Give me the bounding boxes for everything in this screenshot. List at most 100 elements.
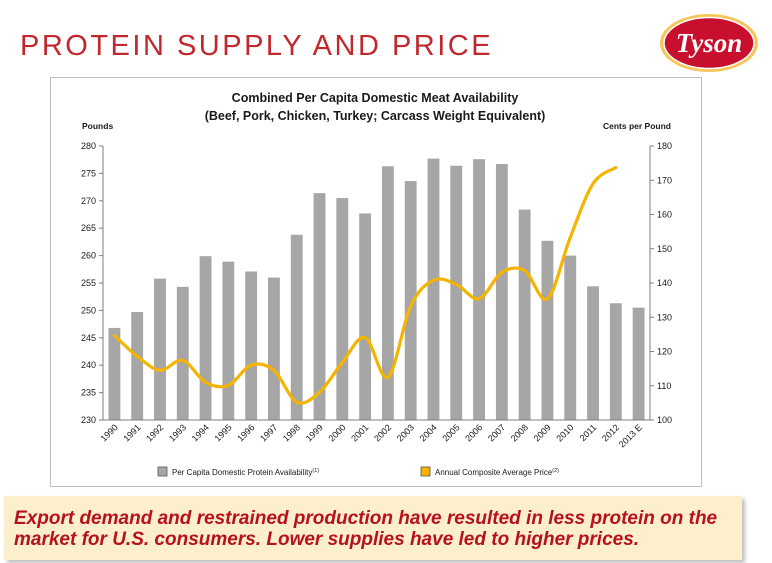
legend-bar-label: Per Capita Domestic Protein Availability… xyxy=(172,468,319,477)
x-tick-label: 2008 xyxy=(509,422,530,443)
bar xyxy=(564,255,577,420)
x-tick-label: 2010 xyxy=(554,422,575,443)
left-tick-label: 230 xyxy=(81,415,96,425)
price-point xyxy=(614,166,618,169)
left-tick-label: 240 xyxy=(81,360,96,370)
bar-series xyxy=(108,158,645,420)
bar xyxy=(450,165,463,420)
left-tick-label: 250 xyxy=(81,305,96,315)
x-tick-label: 2002 xyxy=(372,422,393,443)
x-tick-label: 1998 xyxy=(281,422,302,443)
bar xyxy=(587,286,599,420)
right-tick-label: 180 xyxy=(657,141,672,151)
left-tick-label: 280 xyxy=(81,141,96,151)
bar xyxy=(381,166,394,420)
bar xyxy=(199,256,212,420)
legend-line-swatch xyxy=(420,466,431,477)
price-point xyxy=(295,400,298,404)
price-point xyxy=(409,304,412,308)
bar xyxy=(290,234,303,420)
slide-title: PROTEIN SUPPLY AND PRICE xyxy=(20,30,494,62)
price-point xyxy=(204,381,207,384)
bar xyxy=(495,164,508,420)
price-point xyxy=(591,182,595,185)
logo-text: Tyson xyxy=(676,28,743,58)
right-tick-label: 110 xyxy=(657,381,671,391)
bar xyxy=(268,277,280,420)
x-tick-label: 2009 xyxy=(532,422,553,443)
bar xyxy=(313,193,326,420)
left-tick-label: 245 xyxy=(81,333,96,343)
chart-subtitle: (Beef, Pork, Chicken, Turkey; Carcass We… xyxy=(205,109,546,123)
left-tick-label: 255 xyxy=(81,278,96,288)
price-point xyxy=(113,334,116,337)
legend: Per Capita Domestic Protein Availability… xyxy=(157,466,559,477)
bar xyxy=(427,158,440,420)
left-tick-label: 265 xyxy=(81,223,96,233)
bar xyxy=(336,198,349,420)
bar xyxy=(473,159,485,420)
tyson-logo: Tyson xyxy=(660,14,758,72)
left-tick-label: 260 xyxy=(81,251,96,261)
right-tick-label: 130 xyxy=(657,312,672,322)
bar xyxy=(131,312,144,420)
legend-line-label: Annual Composite Average Price(2) xyxy=(435,468,559,477)
right-tick-label: 100 xyxy=(657,415,672,425)
price-point xyxy=(272,369,276,372)
price-point xyxy=(386,375,390,379)
bar xyxy=(609,303,622,420)
x-tick-label: 1994 xyxy=(190,422,211,443)
x-tick-label: 1993 xyxy=(167,422,188,443)
left-tick-label: 270 xyxy=(81,196,96,206)
callout-box: Export demand and restrained production … xyxy=(4,496,742,560)
price-point xyxy=(341,361,344,364)
price-point xyxy=(546,297,549,300)
x-axis: 1990 1991 1992 1993 1994 1995 1996 1997 1998 1999… xyxy=(99,419,650,450)
price-point xyxy=(227,384,230,387)
price-point xyxy=(569,236,572,239)
price-point xyxy=(477,297,481,300)
price-point xyxy=(455,283,458,286)
bar xyxy=(222,261,235,420)
x-tick-label: 2000 xyxy=(326,422,347,443)
chart-title: Combined Per Capita Domestic Meat Availa… xyxy=(232,91,519,105)
price-point xyxy=(158,369,162,372)
x-tick-label: 1999 xyxy=(304,422,325,443)
price-point xyxy=(363,336,367,339)
x-tick-label: 1996 xyxy=(235,422,256,443)
x-tick-label: 1990 xyxy=(99,422,120,443)
price-point xyxy=(500,271,504,274)
price-line-series xyxy=(112,165,618,405)
meat-availability-chart: Combined Per Capita Domestic Meat Availa… xyxy=(81,91,672,477)
price-point xyxy=(135,355,139,358)
right-tick-label: 140 xyxy=(657,278,672,288)
x-tick-label: 2001 xyxy=(349,422,370,443)
right-axis-label: Cents per Pound xyxy=(603,121,671,131)
legend-bar-swatch xyxy=(157,466,168,477)
chart-frame: Combined Per Capita Domestic Meat Availa… xyxy=(50,77,702,487)
x-tick-label: 2003 xyxy=(395,422,416,443)
bar xyxy=(154,278,166,420)
bar xyxy=(359,213,372,420)
x-tick-label: 2004 xyxy=(418,422,439,443)
x-tick-label: 2013 E xyxy=(617,422,644,449)
right-tick-label: 150 xyxy=(657,244,672,254)
bar xyxy=(245,271,258,420)
x-tick-label: 2005 xyxy=(440,422,461,443)
x-tick-label: 1991 xyxy=(121,422,142,443)
price-point xyxy=(318,391,321,394)
bar xyxy=(404,181,417,420)
bar xyxy=(541,240,554,420)
x-tick-label: 2011 xyxy=(578,422,599,443)
right-tick-label: 160 xyxy=(657,210,672,220)
price-point xyxy=(432,279,435,282)
x-tick-label: 2007 xyxy=(486,422,507,443)
x-tick-label: 1997 xyxy=(258,422,279,443)
price-point xyxy=(181,359,184,362)
x-tick-label: 1995 xyxy=(213,422,234,443)
x-tick-label: 1992 xyxy=(144,422,165,443)
bar xyxy=(176,286,189,420)
left-tick-label: 235 xyxy=(81,388,96,398)
left-axis: 230 235 240 245 250 255 260 265 270 275 280 xyxy=(81,141,104,425)
callout-text: Export demand and restrained production … xyxy=(14,508,718,550)
